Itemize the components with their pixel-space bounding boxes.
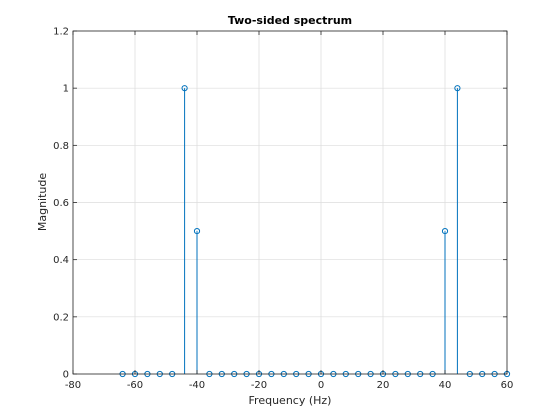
ticks: -80 -60 -40 -20 0 20 40 60 0 0.2 0.4 0.6 0.8 1 1.2 [53, 27, 513, 392]
x-tick-label: -80 [65, 380, 81, 391]
y-tick-label: 0.8 [53, 141, 69, 152]
x-tick-label: 20 [377, 380, 390, 391]
y-tick-label: 0.2 [53, 312, 69, 323]
x-tick-label: 40 [439, 380, 452, 391]
x-tick-label: 60 [501, 380, 514, 391]
y-tick-label: 1 [63, 84, 69, 95]
x-tick-label: -60 [127, 380, 143, 391]
stem-marker [193, 227, 201, 235]
stem-marker [454, 85, 461, 92]
y-tick-label: 0.6 [53, 198, 69, 209]
y-tick-label: 0.4 [53, 255, 69, 266]
y-tick-label: 0 [63, 370, 69, 381]
stem-marker [441, 227, 449, 235]
chart-title: Two-sided spectrum [228, 14, 352, 27]
x-tick-label: 0 [318, 380, 324, 391]
y-tick-label: 1.2 [53, 27, 69, 38]
x-axis-label: Frequency (Hz) [249, 394, 332, 407]
x-tick-label: -40 [189, 380, 205, 391]
stem-marker [181, 85, 188, 92]
x-tick-label: -20 [251, 380, 267, 391]
y-axis-label: Magnitude [36, 173, 49, 232]
